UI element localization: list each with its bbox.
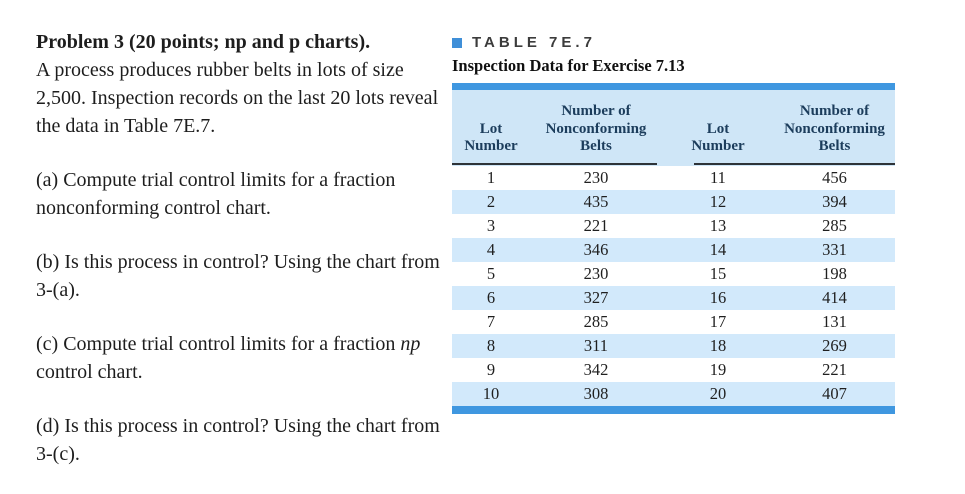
table-bottom-bar xyxy=(452,405,895,414)
table-caption: Inspection Data for Exercise 7.13 xyxy=(452,56,685,75)
table-label: TABLE 7E.7 xyxy=(472,34,596,51)
table-cell: 269 xyxy=(822,335,847,355)
table-cell: 10 xyxy=(482,383,500,403)
table-cell: 18 xyxy=(709,335,727,355)
table-cell: 5 xyxy=(486,263,496,283)
table-cell: 1 xyxy=(486,167,496,187)
problem-part-b: (b) Is this process in control? Using th… xyxy=(36,251,440,301)
problem-part-c-post: control chart. xyxy=(36,361,143,383)
table-cell: 414 xyxy=(822,287,847,307)
problem-part-a: (a) Compute trial control limits for a f… xyxy=(36,169,396,219)
problem-title: Problem 3 (20 points; np and p charts). xyxy=(36,31,371,53)
table-cell: 20 xyxy=(709,383,727,403)
problem-part-c-pre: (c) Compute trial control limits for a f… xyxy=(36,333,401,355)
table-cell: 16 xyxy=(709,287,727,307)
table-cell: 407 xyxy=(822,383,847,403)
col-header-nonconforming-2: Number of Nonconforming Belts xyxy=(784,103,885,154)
table-cell: 13 xyxy=(709,215,727,235)
table-cell: 14 xyxy=(709,239,727,259)
table-cell: 346 xyxy=(583,239,609,259)
table-row: 7 285 17 131 xyxy=(452,309,895,334)
table-cell: 435 xyxy=(583,191,609,211)
header-rule-strip xyxy=(452,162,895,166)
table-cell: 311 xyxy=(583,335,609,355)
table-body: 1 230 11 456 2 435 12 394 3 221 13 285 4 346 14 331 5 230… xyxy=(452,165,895,406)
table-cell: 19 xyxy=(709,359,727,379)
problem-part-d: (d) Is this process in control? Using th… xyxy=(36,415,440,465)
table-cell: 131 xyxy=(822,311,847,331)
table-cell: 17 xyxy=(709,311,727,331)
col-header-lot-number-1: Lot Number xyxy=(464,120,518,155)
table-cell: 4 xyxy=(486,239,496,259)
header-rule-left xyxy=(452,162,657,165)
table-cell: 230 xyxy=(583,263,609,283)
table-label-row: TABLE 7E.7 xyxy=(452,34,898,51)
table-cell: 308 xyxy=(583,383,609,403)
table-cell: 12 xyxy=(709,191,727,211)
problem-intro-paragraph: Problem 3 (20 points; np and p charts). … xyxy=(36,28,444,140)
problem-statement: Problem 3 (20 points; np and p charts). … xyxy=(36,28,444,494)
table-header-row: Lot Number Number of Nonconforming Belts… xyxy=(452,90,895,163)
table-row: 3 221 13 285 xyxy=(452,213,895,238)
table-cell: 6 xyxy=(486,287,496,307)
table-top-bar xyxy=(452,83,895,90)
table-cell: 331 xyxy=(822,239,847,259)
table-cell: 8 xyxy=(486,335,496,355)
table-cell: 230 xyxy=(583,167,609,187)
table-row: 4 346 14 331 xyxy=(452,237,895,262)
table-cell: 327 xyxy=(583,287,609,307)
table-row: 5 230 15 198 xyxy=(452,261,895,286)
table-panel: TABLE 7E.7 Inspection Data for Exercise … xyxy=(452,34,898,414)
table-cell: 221 xyxy=(583,215,609,235)
table-cell: 221 xyxy=(822,359,847,379)
table-cell: 198 xyxy=(822,263,847,283)
table-cell: 285 xyxy=(583,311,609,331)
table-row: 2 435 12 394 xyxy=(452,189,895,214)
problem-intro-text: A process produces rubber belts in lots … xyxy=(36,59,439,137)
table-row: 1 230 11 456 xyxy=(452,165,895,190)
table-row: 10 308 20 407 xyxy=(452,381,895,406)
header-rule-right xyxy=(694,162,895,165)
table-row: 6 327 16 414 xyxy=(452,285,895,310)
table-row: 8 311 18 269 xyxy=(452,333,895,358)
table-row: 9 342 19 221 xyxy=(452,357,895,382)
table-cell: 456 xyxy=(822,167,847,187)
table-cell: 7 xyxy=(486,311,496,331)
problem-part-c: (c) Compute trial control limits for a f… xyxy=(36,330,444,386)
square-bullet-icon xyxy=(452,37,462,48)
table-cell: 11 xyxy=(710,167,726,187)
table-cell: 2 xyxy=(486,191,496,211)
table-cell: 342 xyxy=(583,359,609,379)
col-header-nonconforming-1: Number of Nonconforming Belts xyxy=(545,103,647,154)
table-cell: 15 xyxy=(709,263,727,283)
table-cell: 285 xyxy=(822,215,847,235)
table-cell: 3 xyxy=(486,215,496,235)
col-header-lot-number-2: Lot Number xyxy=(691,120,745,155)
problem-part-c-np: np xyxy=(400,333,421,355)
table-cell: 9 xyxy=(486,359,496,379)
inspection-data-table: Lot Number Number of Nonconforming Belts… xyxy=(452,83,895,414)
table-cell: 394 xyxy=(822,191,847,211)
